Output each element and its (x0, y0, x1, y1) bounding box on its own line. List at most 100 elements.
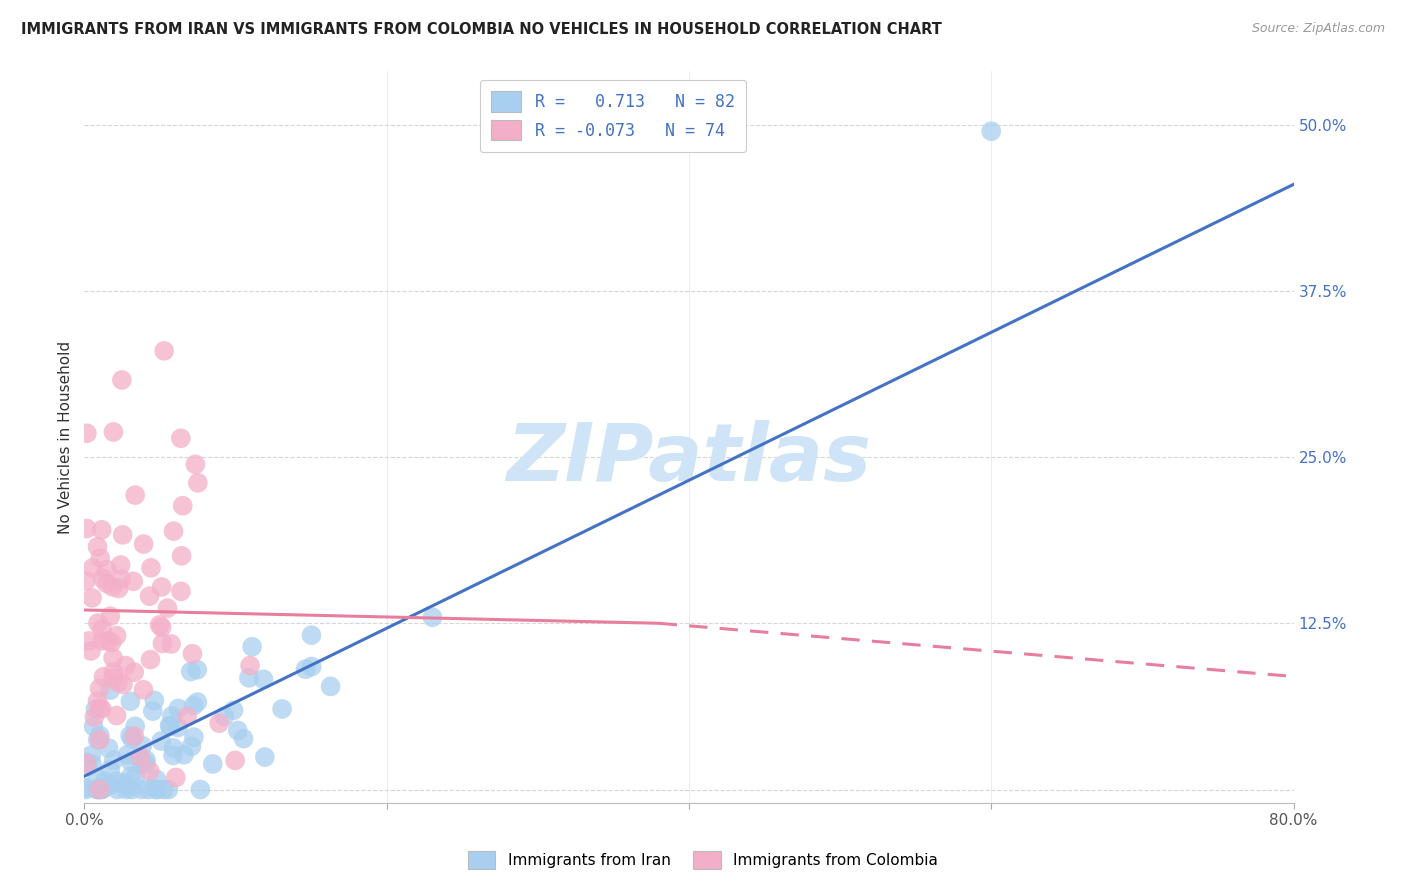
Point (294, 662, 316, 676)
Point (107, 675, 129, 690)
Point (271, 702, 294, 716)
Point (89, 681, 111, 696)
Point (112, 776, 135, 790)
Point (160, 637, 183, 651)
Point (111, 528, 134, 542)
Point (105, 782, 128, 797)
Point (214, 709, 236, 723)
Point (124, 719, 146, 733)
Point (97, 633, 120, 648)
Point (124, 729, 146, 743)
Point (98, 763, 121, 777)
Point (97, 741, 120, 756)
Point (150, 620, 173, 634)
Point (86, 772, 108, 786)
Point (89, 732, 111, 747)
Point (91, 572, 114, 586)
Point (132, 537, 155, 551)
Point (184, 458, 207, 472)
Point (142, 704, 165, 718)
Point (180, 739, 202, 754)
Point (170, 584, 193, 599)
Point (122, 665, 145, 680)
Point (111, 677, 134, 691)
Point (176, 709, 198, 723)
Point (77, 633, 100, 648)
Point (319, 680, 342, 694)
Point (114, 658, 136, 673)
Point (186, 663, 208, 677)
Point (83, 719, 105, 733)
Point (252, 673, 274, 687)
Point (120, 755, 142, 769)
Point (131, 739, 153, 753)
Point (162, 748, 184, 763)
Point (101, 580, 124, 594)
Point (160, 709, 183, 723)
Point (232, 731, 254, 746)
Point (98, 609, 121, 624)
Point (253, 750, 276, 764)
Point (136, 782, 159, 797)
Point (124, 488, 146, 502)
Point (150, 580, 173, 594)
Point (83, 710, 105, 724)
Point (86, 732, 108, 747)
Point (93, 781, 115, 796)
Text: ZIPatlas: ZIPatlas (506, 420, 872, 498)
Legend: Immigrants from Iran, Immigrants from Colombia: Immigrants from Iran, Immigrants from Co… (461, 845, 945, 875)
Point (139, 764, 162, 778)
Point (150, 734, 173, 748)
Point (226, 723, 249, 738)
Point (89, 782, 111, 797)
Point (96, 576, 118, 591)
Point (76, 522, 98, 536)
Point (183, 730, 205, 744)
Point (152, 782, 174, 797)
Point (90, 523, 112, 537)
Point (105, 708, 128, 723)
Point (86, 782, 108, 797)
Text: Source: ZipAtlas.com: Source: ZipAtlas.com (1251, 22, 1385, 36)
Point (165, 771, 187, 785)
Point (89, 701, 111, 715)
Point (167, 721, 190, 735)
Point (181, 647, 204, 661)
Point (156, 601, 179, 615)
Point (187, 475, 209, 490)
Point (120, 769, 142, 783)
Point (89, 729, 111, 743)
Point (87, 616, 110, 631)
Point (238, 671, 260, 685)
Point (131, 782, 153, 797)
Point (91, 633, 114, 648)
Point (82, 561, 104, 575)
Point (105, 629, 128, 643)
Point (111, 373, 134, 387)
Point (125, 768, 148, 782)
Point (75, 574, 97, 588)
Point (80, 757, 103, 772)
Point (87, 782, 110, 797)
Point (170, 549, 193, 563)
Point (167, 701, 190, 715)
Point (101, 651, 124, 665)
Point (90, 782, 112, 797)
Point (201, 756, 224, 771)
Point (120, 729, 142, 743)
Point (145, 782, 167, 797)
Point (84, 702, 107, 716)
Point (239, 658, 262, 673)
Point (152, 636, 174, 650)
Point (208, 716, 231, 731)
Point (149, 618, 172, 632)
Point (190, 782, 212, 797)
Point (103, 425, 125, 439)
Point (139, 561, 162, 575)
Point (96, 563, 118, 577)
Point (110, 572, 132, 586)
Point (301, 628, 323, 642)
Point (115, 747, 138, 762)
Point (224, 753, 246, 767)
Point (87, 782, 110, 797)
